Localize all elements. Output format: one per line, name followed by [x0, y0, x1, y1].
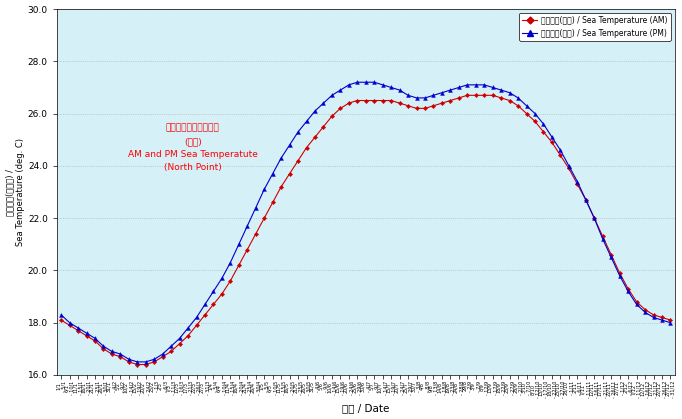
Y-axis label: 海水温度(攝氏度) /
Sea Temperature (deg. C): 海水温度(攝氏度) / Sea Temperature (deg. C): [5, 138, 25, 246]
X-axis label: 日期 / Date: 日期 / Date: [342, 403, 389, 414]
Text: 上午及下午的海水温度
(北角)
AM and PM Sea Temperatute
(North Point): 上午及下午的海水温度 (北角) AM and PM Sea Temperatut…: [128, 124, 258, 172]
Legend: 海水温度(上午) / Sea Temperature (AM), 海水温度(下午) / Sea Temperature (PM): 海水温度(上午) / Sea Temperature (AM), 海水温度(下午…: [519, 13, 671, 41]
